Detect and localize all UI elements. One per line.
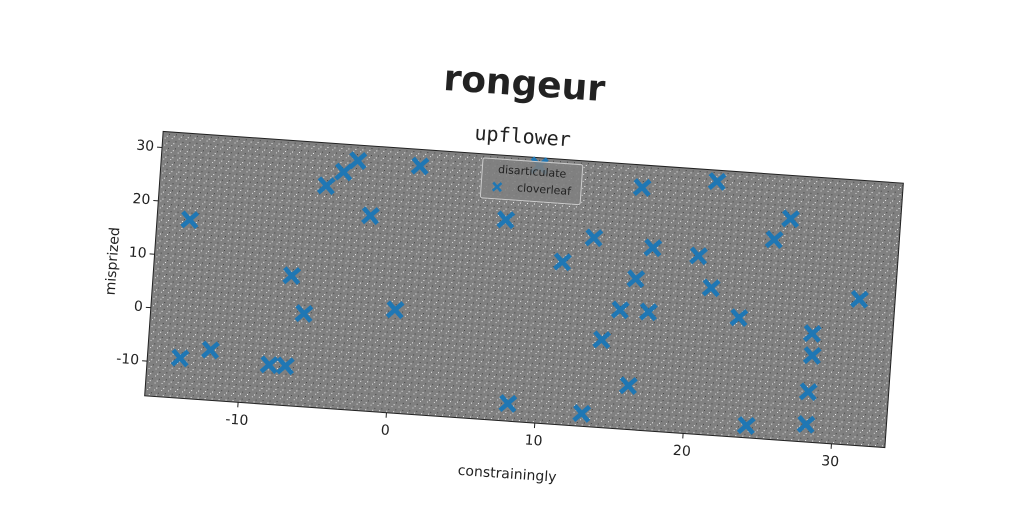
x-axis-label: constrainingly: [457, 463, 557, 486]
scatter-point: [701, 278, 721, 298]
scatter-point: [294, 304, 314, 323]
scatter-point: [410, 156, 430, 176]
scatter-point: [802, 324, 822, 343]
y-tick-label: 0: [133, 299, 143, 316]
scatter-point: [553, 252, 572, 272]
scatter-point: [707, 172, 727, 191]
scatter-point: [361, 206, 380, 226]
scatter-point: [729, 308, 749, 328]
scatter-point: [385, 300, 405, 320]
scatter-point: [180, 210, 200, 230]
scatter-point: [689, 246, 708, 266]
x-tick-label: 10: [524, 432, 543, 449]
scatter-point: [170, 348, 190, 368]
y-tick-label: 20: [132, 191, 151, 208]
scatter-point: [798, 382, 818, 402]
scatter-point: [632, 178, 652, 197]
scatter-point: [850, 289, 869, 309]
scatter-point: [781, 209, 800, 229]
scatter-point: [282, 266, 302, 286]
scatter-point: [572, 404, 592, 423]
scatter-point: [643, 238, 663, 258]
scatter-point: [618, 376, 638, 395]
scatter-point: [584, 228, 604, 248]
x-tick-label: 20: [672, 443, 691, 460]
scatter-point: [498, 394, 518, 413]
rotated-chart: rongeur upflower constrainingly misprize…: [103, 58, 904, 486]
scatter-point: [639, 302, 658, 322]
legend-box: [479, 157, 584, 206]
y-tick-label: 30: [136, 138, 155, 155]
scatter-point: [592, 330, 612, 350]
x-tick-label: -10: [225, 412, 249, 430]
scatter-point: [201, 340, 220, 360]
scatter-point: [348, 151, 368, 171]
legend-label: cloverleaf: [517, 181, 573, 198]
scatter-point: [796, 414, 816, 434]
scatter-point: [334, 162, 354, 182]
legend-title: disarticulate: [498, 163, 567, 181]
legend-marker: [491, 181, 503, 193]
chart-subtitle: upflower: [474, 121, 572, 152]
scatter-point: [316, 176, 336, 196]
scatter-point: [736, 416, 756, 435]
x-tick-label: 0: [380, 422, 390, 439]
scatter-point: [626, 269, 646, 289]
scatter-point: [764, 230, 784, 250]
y-tick-label: -10: [116, 351, 140, 369]
y-tick-label: 10: [128, 244, 147, 261]
scatter-point: [275, 356, 295, 376]
scatter-point: [496, 210, 516, 230]
scatter-point: [802, 346, 822, 365]
chart-title: rongeur: [442, 58, 606, 110]
scatter-point: [610, 300, 630, 320]
x-tick-label: 30: [821, 453, 840, 470]
y-axis-label: misprized: [103, 227, 124, 296]
scatter-point: [259, 355, 279, 375]
